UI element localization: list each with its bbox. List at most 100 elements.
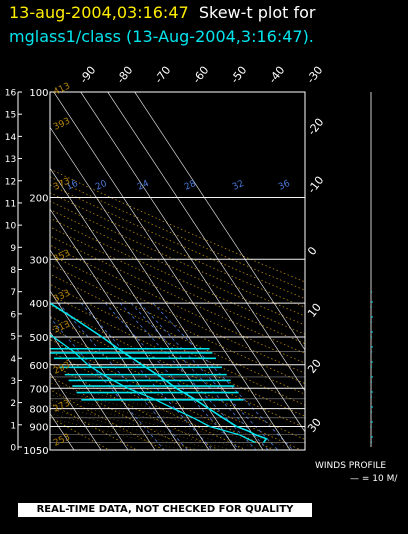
dry-adiabat-line: [50, 244, 305, 364]
pressure-tick-label: 300: [29, 255, 48, 266]
mixing-ratio-label: 36: [277, 179, 292, 193]
mixing-ratio-line: [130, 302, 269, 450]
dry-adiabat-line: [50, 304, 305, 429]
height-tick-label: 13: [5, 155, 16, 165]
dry-adiabat-line: [50, 283, 305, 406]
plot-title-line-1: 13-aug-2004,03:16:47 Skew-t plot for: [9, 3, 316, 22]
height-tick-label: 16: [5, 89, 17, 99]
isotherm-line: [50, 331, 129, 450]
top-temperature-label: -50: [228, 64, 249, 86]
mixing-ratio-line: [58, 302, 188, 450]
dry-adiabat-line: [50, 226, 305, 345]
right-temperature-label: 10: [305, 301, 324, 320]
top-temperature-label: -30: [304, 64, 325, 86]
right-temperature-label: -20: [305, 116, 326, 138]
dry-adiabat-line: [50, 315, 305, 441]
plot-frame: [49, 91, 306, 451]
top-temperature-label: -40: [266, 64, 287, 86]
mixing-ratio-line: [119, 302, 257, 450]
isotherm-line: [0, 92, 47, 450]
height-tick-label: 9: [10, 244, 16, 254]
height-tick-label: 5: [10, 333, 16, 343]
dry-adiabat-line: [50, 327, 302, 450]
mixing-ratio-label: 16: [65, 179, 80, 193]
height-tick-label: 0: [10, 444, 16, 454]
isotherm-line: [50, 249, 183, 450]
isotherm-line: [50, 126, 264, 450]
dry-adiabat-line: [50, 363, 220, 450]
dry-adiabat-line: [50, 416, 110, 450]
dry-adiabat-line: [50, 263, 305, 385]
theta-label: 313: [52, 319, 72, 335]
dewpoint-trace: [50, 334, 256, 444]
dry-adiabat-line: [50, 168, 305, 283]
theta-label: 333: [52, 288, 72, 304]
quality-warning-banner: REAL-TIME DATA, NOT CHECKED FOR QUALITY: [18, 503, 312, 517]
height-tick-label: 1: [10, 421, 16, 431]
top-temperature-label: -90: [77, 64, 98, 86]
height-tick-label: 7: [10, 288, 16, 298]
dry-adiabat-line: [50, 217, 305, 335]
height-tick-label: 3: [10, 377, 16, 387]
dry-adiabat-line: [50, 273, 305, 395]
theta-label: 393: [52, 116, 72, 132]
dry-adiabat-line: [50, 375, 192, 450]
theta-label: 413: [52, 81, 72, 97]
dry-adiabat-line: [50, 209, 305, 326]
pressure-tick-label: 600: [29, 361, 48, 372]
winds-scale-label: — = 10 M/: [350, 474, 398, 484]
pressure-tick-label: 700: [29, 384, 48, 395]
pressure-tick-label: 500: [29, 333, 48, 344]
pressure-tick-label: 200: [29, 194, 48, 205]
mixing-ratio-label: 24: [136, 179, 151, 193]
isotherm-line: [50, 208, 210, 450]
right-temperature-label: 20: [305, 357, 324, 376]
winds-profile-label: WINDS PROFILE: [315, 461, 387, 471]
mixing-ratio-line: [104, 302, 240, 450]
isotherm-line: [50, 167, 237, 450]
height-tick-label: 4: [10, 355, 16, 365]
moist-adiabat-line: [50, 388, 280, 450]
height-tick-label: 12: [5, 177, 16, 187]
right-temperature-label: 30: [305, 416, 324, 435]
right-temperature-label: -10: [305, 174, 326, 196]
dry-adiabat-line: [50, 254, 305, 374]
height-tick-label: 6: [10, 310, 16, 320]
theta-label: 353: [52, 248, 72, 264]
isotherm-line: [107, 92, 305, 392]
pressure-tick-label: 100: [29, 88, 48, 99]
top-temperature-label: -80: [114, 64, 135, 86]
mixing-ratio-label: 20: [94, 179, 109, 193]
top-temperature-label: -60: [190, 64, 211, 86]
dry-adiabat-line: [50, 184, 305, 300]
height-tick-label: 15: [5, 111, 16, 121]
moist-adiabat-line: [50, 382, 296, 450]
pressure-tick-label: 1050: [23, 446, 48, 457]
sounding-source: mglass1/class (13-Aug-2004,3:16:47).: [9, 27, 314, 46]
isotherm-line: [50, 290, 156, 450]
moist-adiabat-line: [50, 409, 215, 450]
height-tick-label: 11: [5, 199, 16, 209]
isotherm-line: [80, 92, 305, 433]
height-tick-label: 10: [5, 222, 17, 232]
isotherm-line: [53, 92, 291, 450]
pressure-tick-label: 900: [29, 423, 48, 434]
plot-label: Skew-t plot for: [198, 3, 316, 22]
dry-adiabat-line: [50, 192, 305, 308]
dry-adiabat-line: [50, 389, 165, 450]
dry-adiabat-line: [50, 338, 274, 450]
mixing-ratio-line: [152, 302, 294, 450]
plot-area: [0, 92, 305, 450]
isotherm-line: [134, 92, 305, 351]
dry-adiabat-line: [50, 200, 305, 317]
mixing-ratio-line: [80, 302, 213, 450]
dry-adiabat-line: [50, 235, 305, 354]
top-temperature-label: -70: [152, 64, 173, 86]
height-tick-label: 2: [10, 399, 16, 409]
dry-adiabat-line: [50, 350, 247, 450]
height-tick-label: 8: [10, 266, 16, 276]
pressure-tick-label: 400: [29, 299, 48, 310]
pressure-tick-label: 800: [29, 405, 48, 416]
mixing-ratio-line: [139, 302, 279, 450]
